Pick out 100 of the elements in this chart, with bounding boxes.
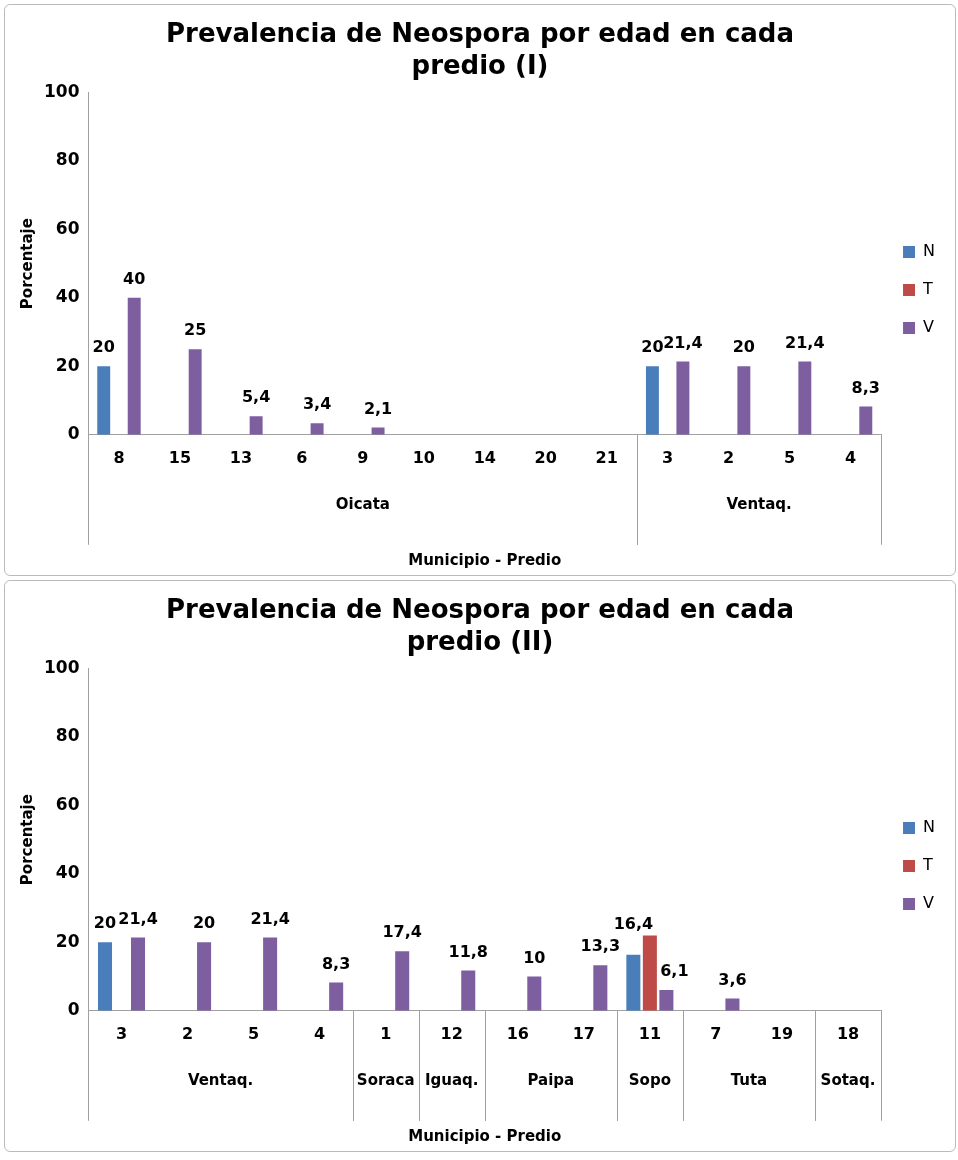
data-label: 21,4: [785, 332, 825, 352]
data-label: 8,3: [321, 953, 351, 973]
bar: [329, 982, 344, 1011]
bar: [645, 366, 659, 435]
data-label: 21,4: [250, 908, 290, 928]
data-label: 25: [184, 320, 207, 340]
y-tick-label: 80: [55, 149, 80, 170]
y-axis-title: Porcentaje: [17, 218, 36, 310]
data-label: 40: [123, 269, 146, 288]
x-tick-label: 10: [412, 447, 435, 467]
y-tick-label: 20: [55, 354, 80, 375]
x-tick-label: 21: [595, 447, 618, 467]
text: Sotaq.: [820, 1070, 876, 1089]
bar: [310, 423, 324, 435]
x-tick-label: 4: [844, 447, 857, 467]
x-tick-label: 6: [296, 447, 308, 467]
bar: [461, 970, 476, 1011]
text: Oicata: [335, 494, 390, 513]
y-axis-title: Porcentaje: [17, 794, 36, 886]
x-tick-label: 1: [380, 1023, 392, 1043]
text: Sopo: [628, 1070, 671, 1089]
x-tick-label: 16: [506, 1023, 529, 1043]
bar: [593, 965, 608, 1011]
y-tick-label: 100: [43, 656, 80, 677]
data-label: 3,4: [302, 394, 332, 414]
y-tick-label: 20: [55, 930, 80, 951]
bar: [659, 989, 674, 1011]
text: Ventaq.: [726, 494, 792, 513]
text: Paipa: [527, 1070, 575, 1089]
x-tick-label: 20: [534, 447, 557, 467]
y-tick-label: 100: [43, 80, 80, 101]
text: Iguaq.: [424, 1070, 479, 1089]
text: Soraca: [356, 1070, 415, 1089]
bar: [127, 297, 141, 435]
x-tick-label: 5: [784, 447, 796, 467]
bar: [197, 942, 212, 1011]
x-tick-label: 4: [314, 1023, 326, 1043]
y-tick-label: 0: [67, 423, 80, 444]
bar: [249, 416, 263, 435]
x-tick-label: 2: [723, 447, 735, 467]
data-label: 21,4: [118, 908, 158, 928]
x-tick-label: 9: [357, 447, 369, 467]
x-tick-label: 18: [836, 1023, 860, 1043]
data-label: 8,3: [851, 377, 880, 397]
bar: [737, 366, 751, 435]
y-tick-label: 60: [55, 217, 80, 238]
x-tick-label: 19: [770, 1023, 794, 1043]
legend-label: N: [923, 817, 935, 837]
data-label: 10: [523, 947, 546, 967]
bar: [642, 935, 657, 1011]
x-tick-label: 2: [181, 1023, 194, 1043]
bar: [725, 998, 740, 1011]
x-tick-label: 12: [440, 1023, 463, 1043]
data-label: 11,8: [448, 941, 488, 961]
x-tick-label: 14: [473, 447, 496, 467]
legend-label: N: [923, 241, 935, 261]
legend-label: V: [923, 893, 935, 913]
data-label: 21,4: [663, 332, 703, 352]
text: Ventaq.: [187, 1070, 254, 1089]
y-tick-label: 60: [55, 793, 80, 814]
bar: [131, 937, 146, 1011]
bar: [676, 361, 690, 435]
data-label: 13,3: [580, 936, 621, 956]
bar: [859, 406, 873, 435]
legend-label: T: [922, 855, 934, 875]
bar: [263, 937, 278, 1011]
x-axis-title: Municipio - Predio: [408, 550, 562, 569]
data-label: 20: [641, 337, 664, 357]
text: Tuta: [730, 1070, 768, 1089]
data-label: 17,4: [382, 922, 422, 942]
x-tick-label: 11: [638, 1023, 662, 1043]
x-tick-label: 7: [710, 1023, 722, 1043]
data-label: 20: [192, 913, 216, 933]
data-label: 20: [732, 337, 755, 357]
bar: [97, 366, 111, 435]
y-tick-label: 0: [67, 999, 80, 1020]
x-tick-label: 8: [113, 447, 125, 467]
x-axis-title: Municipio - Predio: [408, 1126, 562, 1145]
x-tick-label: 3: [115, 1023, 128, 1043]
data-label: 5,4: [241, 387, 271, 407]
y-tick-label: 40: [55, 862, 80, 883]
y-tick-label: 40: [55, 286, 80, 307]
data-label: 20: [92, 337, 115, 357]
data-label: 2,1: [363, 398, 393, 418]
y-tick-label: 80: [55, 725, 80, 746]
legend-label: V: [923, 317, 935, 337]
x-tick-label: 17: [572, 1023, 595, 1043]
data-label: 16,4: [613, 913, 654, 933]
bar: [97, 942, 113, 1011]
bar: [527, 976, 542, 1011]
data-label: 20: [93, 913, 117, 933]
data-label: 3,6: [718, 969, 747, 989]
x-tick-label: 13: [229, 447, 253, 467]
legend-label: T: [922, 279, 934, 299]
data-label: 6,1: [660, 961, 689, 981]
bar: [626, 954, 641, 1011]
x-tick-label: 5: [248, 1023, 260, 1043]
chart-title: Prevalencia de Neospora por edad en cada predio (II): [165, 594, 795, 656]
bar: [798, 361, 812, 435]
x-tick-label: 15: [168, 447, 192, 467]
